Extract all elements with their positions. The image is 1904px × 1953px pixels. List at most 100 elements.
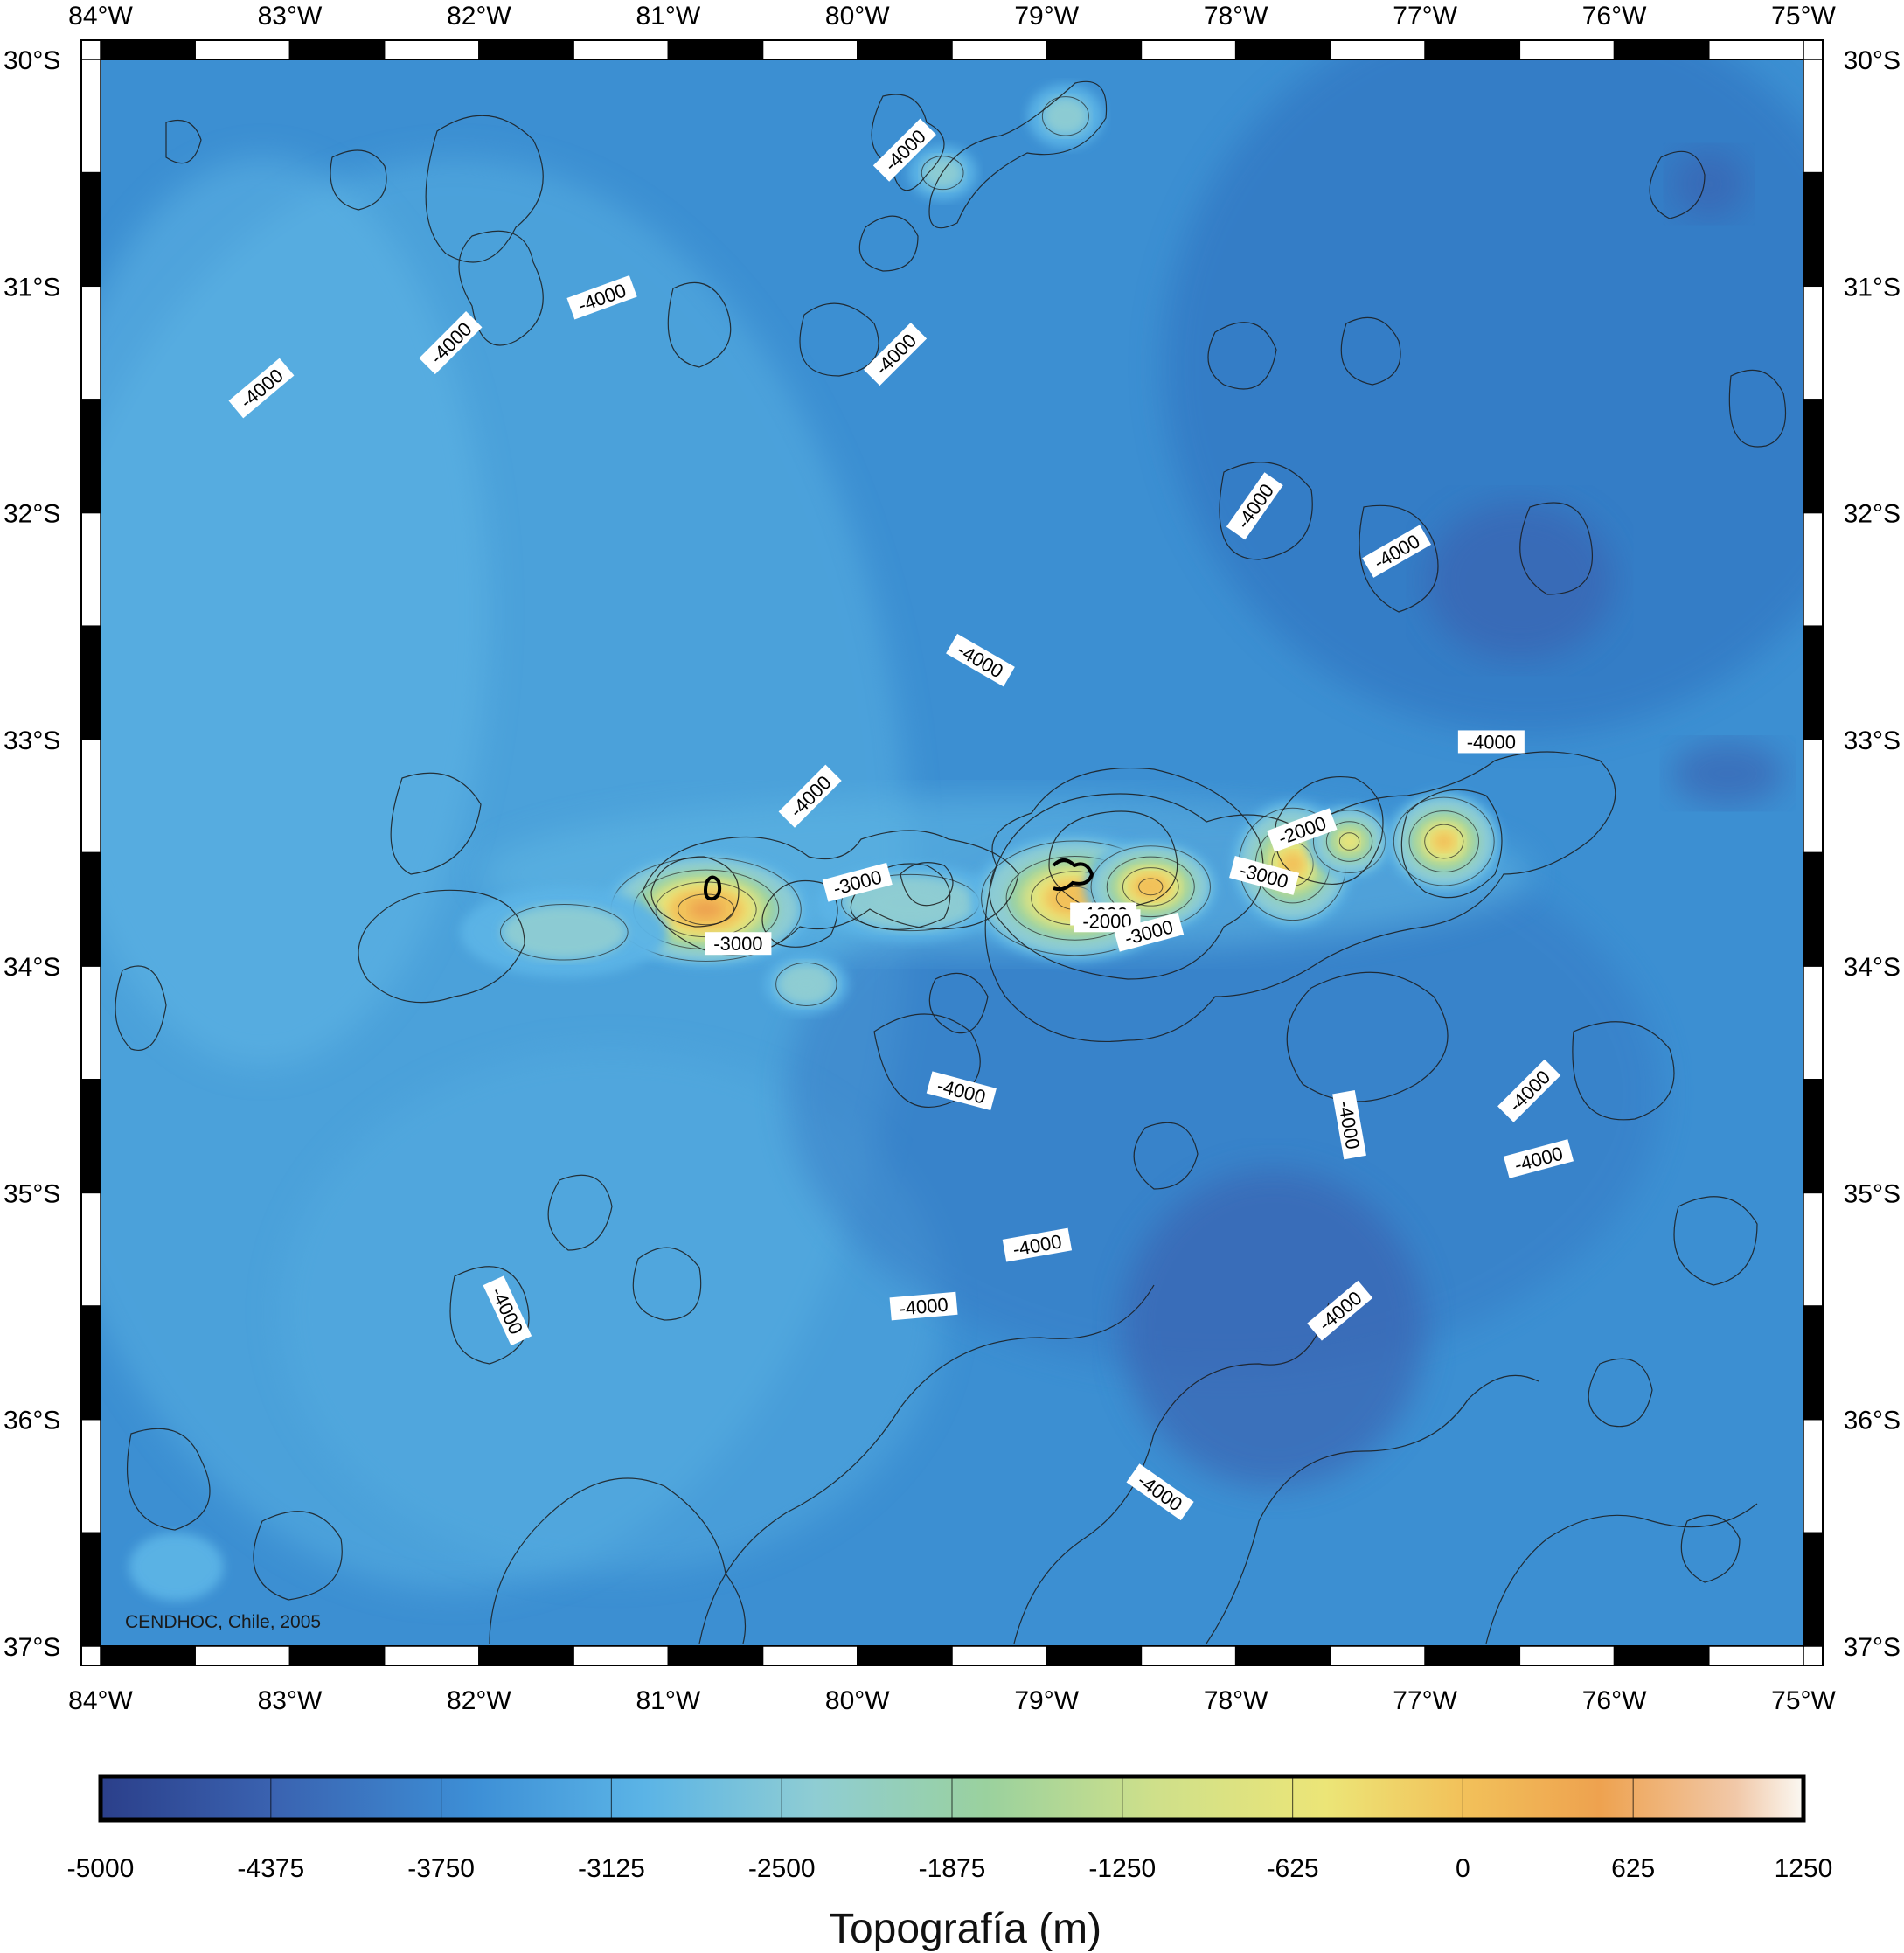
latitude-label-right: 33°S — [1844, 726, 1901, 755]
frame-segment-bottom — [1140, 1645, 1237, 1666]
frame-segment-bottom — [951, 1645, 1047, 1666]
seamount — [129, 1533, 224, 1602]
frame-segment-bottom — [1330, 1645, 1426, 1666]
frame-segment-bottom — [761, 1645, 858, 1666]
frame-segment-top — [951, 39, 1047, 60]
longitude-label-bottom: 82°W — [447, 1686, 511, 1715]
deep-basin — [1671, 149, 1748, 219]
frame-segment-right — [1803, 1418, 1824, 1534]
latitude-label-right: 35°S — [1844, 1179, 1901, 1208]
contour-label-box — [1126, 1463, 1194, 1521]
contour-label-text: -4000 — [898, 1294, 949, 1320]
colorbar-tick-label: -1250 — [1088, 1854, 1156, 1883]
contour-label-box — [1307, 1280, 1373, 1341]
contour-line — [499, 904, 629, 961]
contour-label-box — [1267, 808, 1338, 852]
frame-segment-top — [383, 39, 480, 60]
frame-segment-top — [857, 39, 953, 60]
frame-segment-top — [761, 39, 858, 60]
elevation-band — [689, 900, 723, 919]
frame-segment-bottom — [194, 1645, 291, 1666]
latitude-label-right: 31°S — [1844, 273, 1901, 302]
frame-segment-bottom — [667, 1645, 764, 1666]
contour-line — [1408, 810, 1479, 872]
contour-line — [1424, 824, 1464, 859]
contour-label-box — [778, 764, 842, 828]
frame-segment-top — [573, 39, 670, 60]
frame-segment-right — [1803, 511, 1824, 627]
credit-text: CENDHOC, Chile, 2005 — [125, 1612, 321, 1632]
frame-segment-bottom — [1234, 1645, 1331, 1666]
elevation-band — [129, 1533, 224, 1602]
frame-segment-left — [80, 1532, 101, 1647]
frame-segment-top — [100, 39, 196, 60]
frame-segment-left — [80, 59, 101, 174]
longitude-label-top: 81°W — [636, 2, 700, 31]
contour-line — [1338, 832, 1360, 851]
seamount — [601, 852, 810, 967]
contour-label-text: -4000 — [1467, 731, 1516, 753]
contour-label-box — [1332, 1089, 1366, 1160]
contour-label-box — [483, 1275, 532, 1346]
longitude-label-top: 80°W — [825, 2, 890, 31]
latitude-label-left: 34°S — [3, 953, 60, 982]
frame-segment-right — [1803, 965, 1824, 1081]
longitude-label-bottom: 79°W — [1014, 1686, 1079, 1715]
frame-segment-left — [80, 965, 101, 1081]
contour-line — [775, 962, 837, 1006]
longitude-label-bottom: 76°W — [1582, 1686, 1647, 1715]
deep-basin — [1122, 1170, 1426, 1488]
frame-segment-bottom — [1613, 1645, 1710, 1666]
frame-segment-top — [667, 39, 764, 60]
frame-segment-top — [1424, 39, 1521, 60]
latitude-label-left: 30°S — [3, 46, 60, 75]
elevation-band — [1432, 831, 1456, 851]
frame-segment-right — [1803, 739, 1824, 854]
elevation-band — [1339, 832, 1359, 851]
latitude-label-right: 30°S — [1844, 46, 1901, 75]
frame-segment-right — [1803, 1532, 1824, 1647]
colorbar-tick-label: 1250 — [1775, 1854, 1833, 1883]
contour-label-box — [228, 358, 295, 419]
latitude-labels: 30°S 30°S 31°S 31°S 32°S 32°S 33°S 33°S 34°S 34°S… — [3, 46, 1901, 1662]
longitude-label-top: 83°W — [258, 2, 323, 31]
latitude-label-right: 32°S — [1844, 500, 1901, 529]
frame-segment-right — [1803, 59, 1824, 174]
frame-segment-top — [1518, 39, 1616, 60]
frame-segment-bottom — [288, 1645, 386, 1666]
latitude-label-left: 32°S — [3, 500, 60, 529]
colorbar-tick-label: -625 — [1267, 1854, 1319, 1883]
frame-segment-bottom — [1518, 1645, 1616, 1666]
longitude-label-top: 82°W — [447, 2, 511, 31]
frame-segment-left — [80, 171, 101, 288]
frame-segment-top — [194, 39, 291, 60]
colorbar-tick-label: -3125 — [578, 1854, 645, 1883]
contour-label-box — [1002, 1227, 1073, 1262]
elevation-band — [1138, 879, 1163, 895]
seamount — [1027, 84, 1104, 149]
contour-label-box — [822, 862, 893, 902]
frame-segment-right — [1803, 1192, 1824, 1307]
longitude-label-bottom: 77°W — [1393, 1686, 1457, 1715]
latitude-label-left: 37°S — [3, 1633, 60, 1662]
frame-segment-right — [1803, 399, 1824, 514]
frame-segment-right — [1803, 1305, 1824, 1421]
frame-segment-right — [1803, 171, 1824, 288]
contour-label-box — [1497, 1059, 1561, 1122]
frame-segment-bottom — [383, 1645, 480, 1666]
contour-label-box — [1457, 730, 1525, 754]
frame-segment-top — [1234, 39, 1331, 60]
colorbar: -5000 -4375 -3750 -3125 -2500 -1875 -1250 -625 0… — [67, 1774, 1833, 1952]
elevation-band — [870, 886, 951, 920]
frame-segment-left — [80, 739, 101, 854]
contour-label-box — [1226, 472, 1283, 540]
contour-line — [1106, 856, 1195, 918]
longitude-label-bottom: 83°W — [258, 1686, 323, 1715]
seamount — [1386, 791, 1501, 892]
frame-segment-bottom — [857, 1645, 953, 1666]
contour-line — [1138, 878, 1164, 896]
map-frame — [80, 39, 1824, 1666]
latitude-label-left: 35°S — [3, 1179, 60, 1208]
frame-segment-left — [80, 851, 101, 967]
